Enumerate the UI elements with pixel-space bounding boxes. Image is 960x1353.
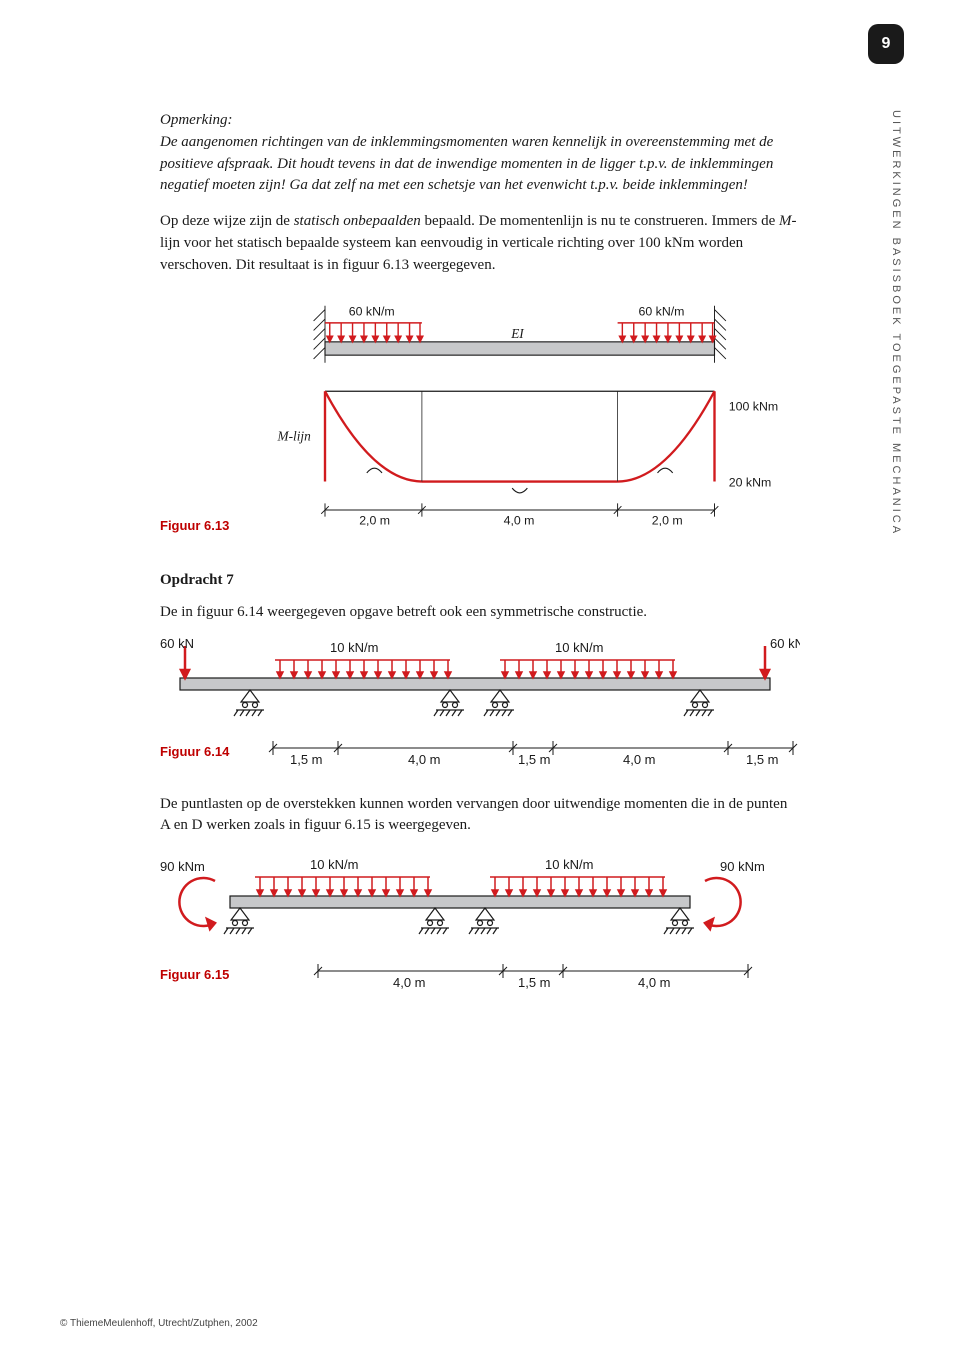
fig615-dim-0: 4,0 m [393,975,426,989]
figure-6-14-svg: 60 kN 60 kN [160,638,800,728]
figure-6-15: 90 kNm 90 kNm [160,851,800,989]
fig615-q1: 10 kN/m [310,857,358,872]
fig613-dim-0: 2,0 m [359,514,390,528]
side-running-title: UITWERKINGEN BASISBOEK TOEGEPASTE MECHAN… [890,110,902,536]
page: 9 UITWERKINGEN BASISBOEK TOEGEPASTE MECH… [0,0,960,1353]
fig615-dim-1: 1,5 m [518,975,551,989]
fig615-m-right: 90 kNm [720,859,765,874]
figure-6-14: 60 kN 60 kN [160,638,800,766]
body-text: Opmerking: De aangenomen richtingen van … [160,110,800,989]
fig614-dim-3: 4,0 m [623,752,656,766]
fig614-p-left: 60 kN [160,638,194,651]
fig613-dim-1: 4,0 m [504,514,535,528]
page-number: 9 [882,35,891,53]
fig613-load-left: 60 kN/m [349,305,395,319]
figure-6-13-label: Figuur 6.13 [160,517,250,540]
remark-heading: Opmerking: [160,112,232,128]
fig613-ei: EI [510,326,524,341]
paragraph-remark: Opmerking: De aangenomen richtingen van … [160,110,800,197]
figure-6-15-label: Figuur 6.15 [160,966,250,989]
figure-6-15-dims: 4,0 m 1,5 m 4,0 m [268,959,798,989]
figure-6-13: Figuur 6.13 [160,290,800,540]
figure-6-15-svg: 90 kNm 90 kNm [160,851,800,951]
fig614-dim-4: 1,5 m [746,752,779,766]
fig615-q2: 10 kN/m [545,857,593,872]
fig614-q2: 10 kN/m [555,640,603,655]
page-number-tab: 9 [868,24,904,64]
figure-6-14-dims: 1,5 m 4,0 m 1,5 m 4,0 m 1,5 m [268,736,798,766]
opdracht-7-title: Opdracht 7 [160,570,800,592]
paragraph-2: Op deze wijze zijn de statisch onbepaald… [160,211,800,276]
fig613-dim-2: 2,0 m [652,514,683,528]
fig615-m-left: 90 kNm [160,859,205,874]
fig613-mlijn: M-lijn [277,429,312,444]
fig614-dim-0: 1,5 m [290,752,323,766]
fig615-dim-2: 4,0 m [638,975,671,989]
copyright: © ThiemeMeulenhoff, Utrecht/Zutphen, 200… [60,1318,258,1329]
fig613-m-top: 100 kNm [729,400,778,414]
paragraph-4: De puntlasten op de overstekken kunnen w… [160,794,800,838]
paragraph-3: De in figuur 6.14 weergegeven opgave bet… [160,602,800,624]
fig614-dim-2: 1,5 m [518,752,551,766]
fig614-q1: 10 kN/m [330,640,378,655]
figure-6-13-svg: 60 kN/m 60 kN/m [268,290,800,540]
fig613-m-bottom: 20 kNm [729,476,772,490]
fig613-load-right: 60 kN/m [639,305,685,319]
figure-6-14-label: Figuur 6.14 [160,743,250,766]
fig614-p-right: 60 kN [770,638,800,651]
fig614-dim-1: 4,0 m [408,752,441,766]
